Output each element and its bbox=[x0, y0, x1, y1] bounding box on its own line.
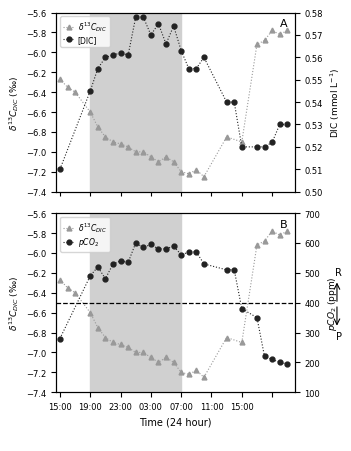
Y-axis label: $\delta^{13}C_{DIC}$ (‰): $\delta^{13}C_{DIC}$ (‰) bbox=[7, 75, 20, 130]
Legend: $\delta^{13}C_{DIC}$, [DIC]: $\delta^{13}C_{DIC}$, [DIC] bbox=[60, 17, 110, 48]
Text: R: R bbox=[335, 268, 342, 278]
Text: B: B bbox=[280, 219, 288, 229]
X-axis label: Time (24 hour): Time (24 hour) bbox=[139, 417, 212, 427]
Bar bbox=[90, 14, 181, 192]
Legend: $\delta^{13}C_{DIC}$, $pCO_2$: $\delta^{13}C_{DIC}$, $pCO_2$ bbox=[60, 217, 110, 252]
Text: A: A bbox=[280, 19, 288, 29]
Bar bbox=[90, 214, 181, 392]
Y-axis label: $pCO_2$ (ppm): $pCO_2$ (ppm) bbox=[326, 276, 339, 330]
Y-axis label: DIC (mmol L$^{-1}$): DIC (mmol L$^{-1}$) bbox=[329, 68, 342, 138]
Y-axis label: $\delta^{13}C_{DIC}$ (‰): $\delta^{13}C_{DIC}$ (‰) bbox=[7, 276, 20, 331]
Text: P: P bbox=[336, 331, 342, 341]
